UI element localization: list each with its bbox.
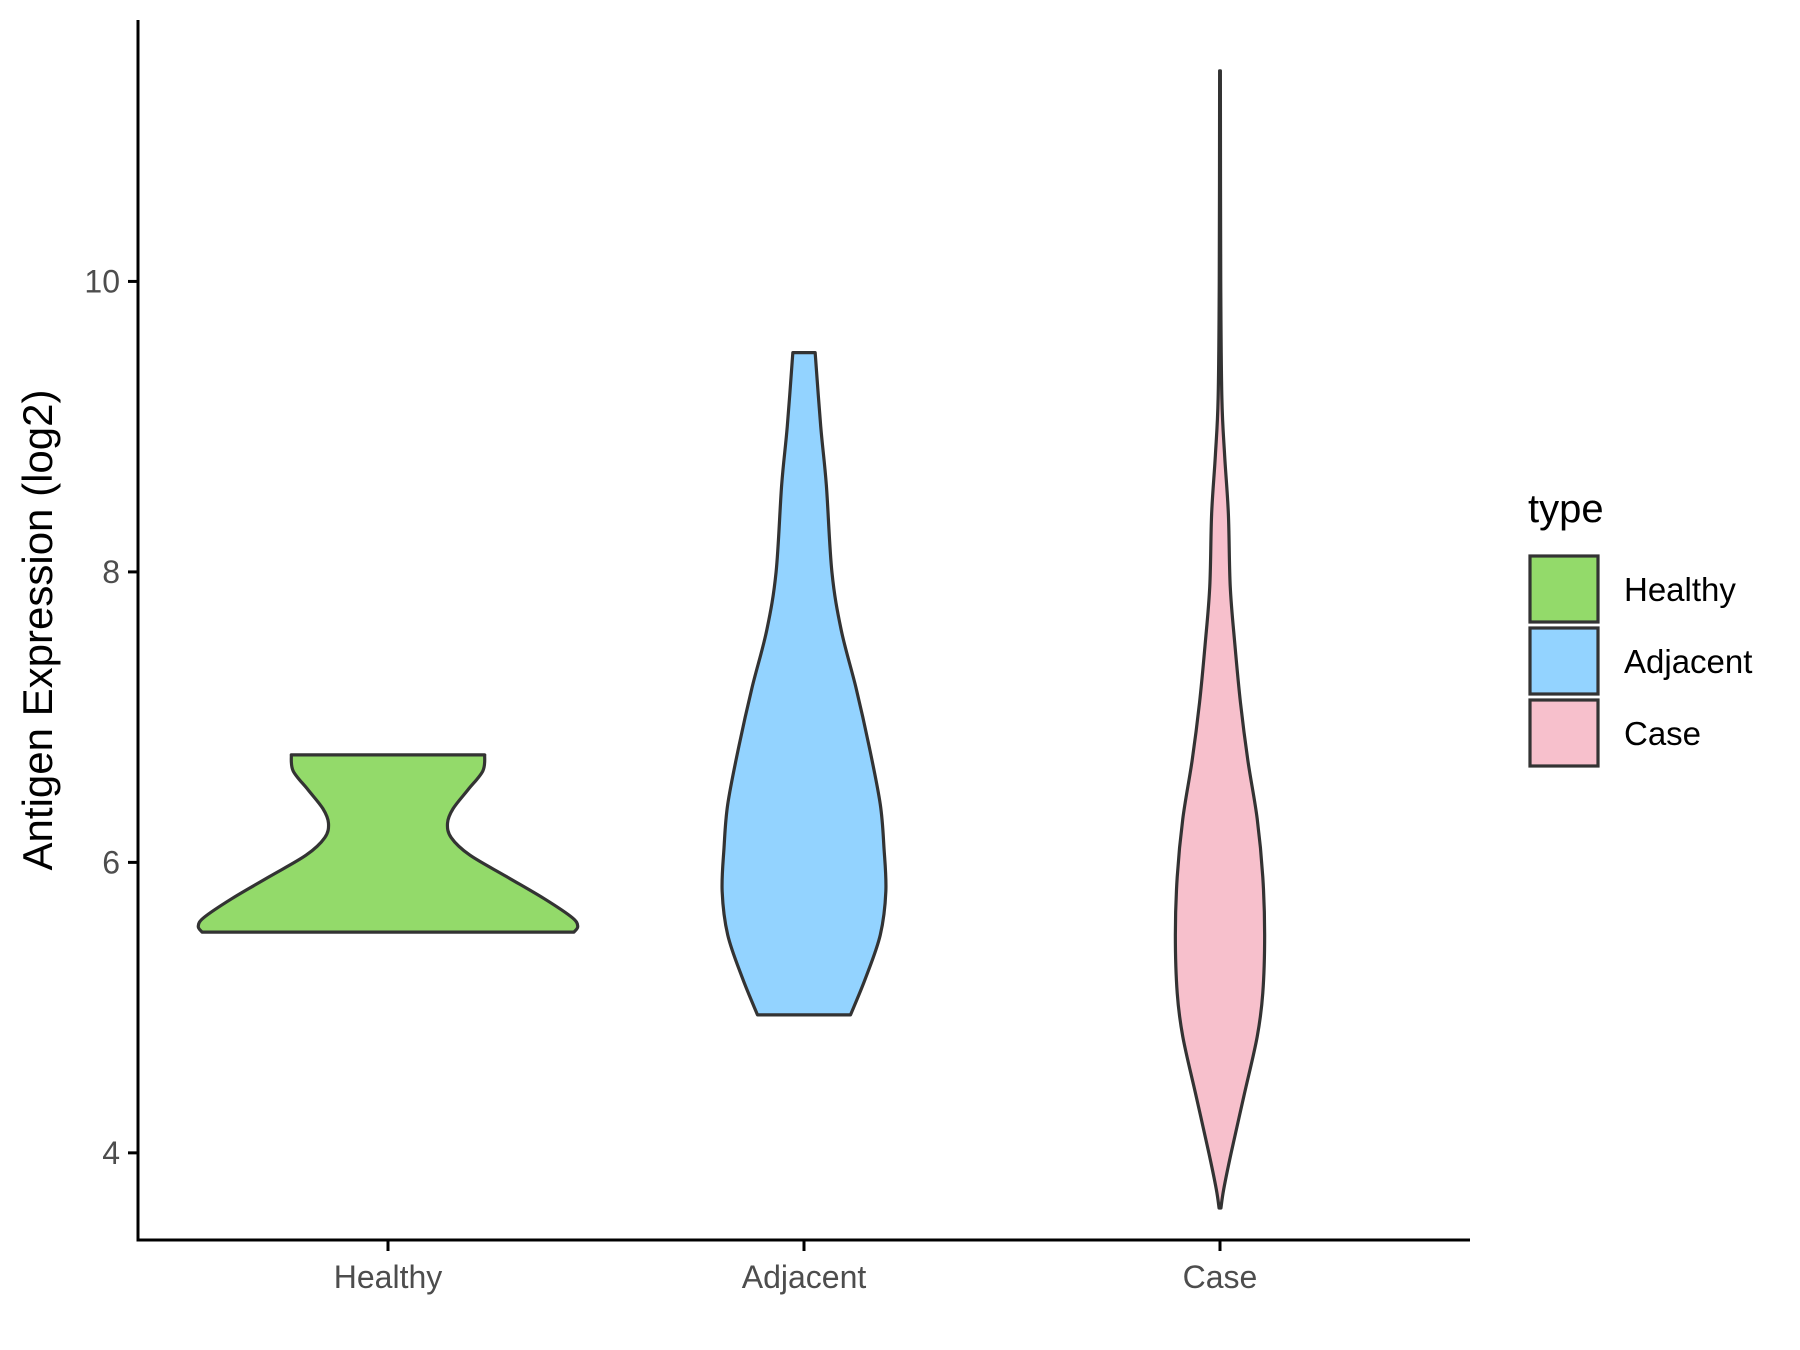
legend-key-healthy (1528, 554, 1600, 624)
legend-label-healthy: Healthy (1624, 571, 1736, 608)
violin-adjacent (720, 350, 888, 1017)
violin-healthy (196, 753, 580, 934)
axes: 4 6 8 10 Healthy Adjacent Case (84, 20, 1470, 1295)
legend-label-case: Case (1624, 715, 1701, 752)
legend-key-case (1528, 698, 1600, 768)
y-tick-label: 8 (102, 554, 120, 590)
violin-layer (196, 69, 1267, 1210)
violin-case (1173, 69, 1267, 1210)
legend-label-adjacent: Adjacent (1624, 643, 1752, 680)
y-tick-label: 10 (84, 263, 120, 299)
x-tick-label: Healthy (334, 1259, 443, 1295)
legend: type Healthy Adjacent Case (1528, 487, 1752, 768)
x-tick-label: Adjacent (742, 1259, 867, 1295)
y-tick-label: 6 (102, 844, 120, 880)
legend-title: type (1528, 487, 1604, 531)
legend-key-adjacent (1528, 626, 1600, 696)
x-ticks: Healthy Adjacent Case (334, 1240, 1258, 1295)
x-tick-label: Case (1183, 1259, 1258, 1295)
legend-entries: Healthy Adjacent Case (1528, 554, 1752, 768)
y-tick-label: 4 (102, 1135, 120, 1171)
y-ticks: 4 6 8 10 (84, 263, 138, 1171)
y-axis-title: Antigen Expression (log2) (14, 390, 61, 871)
